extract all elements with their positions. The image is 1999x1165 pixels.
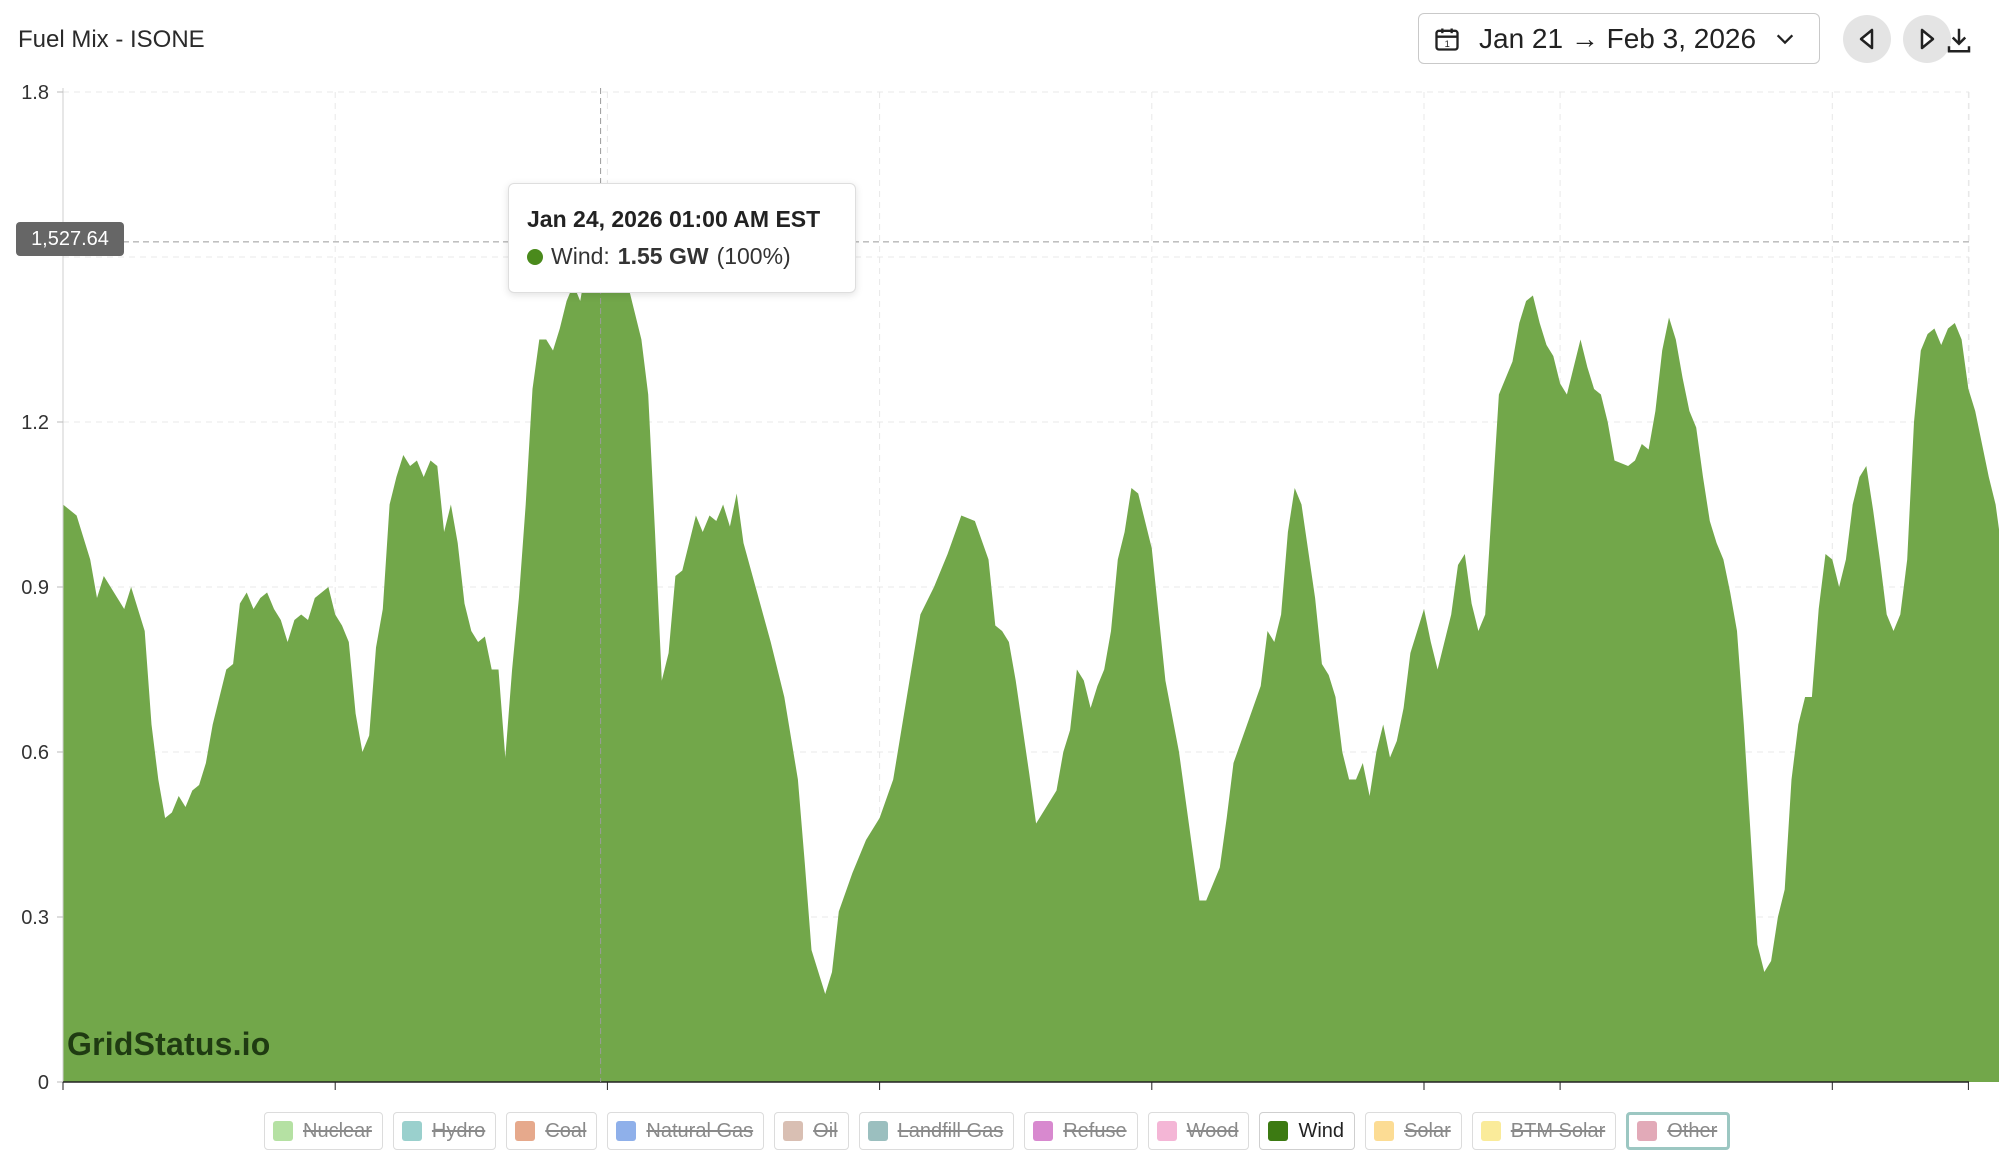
legend-swatch <box>401 1121 422 1141</box>
legend-swatch <box>1637 1121 1658 1141</box>
chart-tooltip: Jan 24, 2026 01:00 AM EST Wind: 1.55 GW … <box>508 183 856 293</box>
x-tick-label: 1/21 <box>44 1098 83 1100</box>
legend-label: Other <box>1667 1119 1718 1142</box>
legend-swatch <box>1268 1121 1289 1141</box>
legend-swatch <box>783 1121 804 1141</box>
fuel-mix-chart: 0 0.3 0.6 0.9 1.2 1.8 1/21 1/23 1/25 1/27 1/29 1/31… <box>21 82 1999 1100</box>
legend-item-wood[interactable]: Wood <box>1147 1112 1250 1150</box>
legend: Nuclear Hydro Coal Natural Gas Oil Landfill G… <box>264 1112 1731 1152</box>
x-tick-label: 2/1 <box>1546 1098 1574 1100</box>
legend-item-wind[interactable]: Wind <box>1259 1112 1356 1150</box>
legend-item-natural-gas[interactable]: Natural Gas <box>607 1112 765 1150</box>
legend-item-landfill-gas[interactable]: Landfill Gas <box>858 1112 1015 1150</box>
date-range-picker[interactable]: 1 Jan 21 → Feb 3, 2026 <box>1418 13 1820 64</box>
legend-item-nuclear[interactable]: Nuclear <box>264 1112 383 1150</box>
legend-item-oil[interactable]: Oil <box>774 1112 849 1150</box>
legend-item-solar[interactable]: Solar <box>1365 1112 1462 1150</box>
tooltip-series: Wind: <box>551 243 610 269</box>
legend-swatch <box>515 1121 536 1141</box>
chevron-down-icon <box>1776 34 1794 45</box>
y-tick-label: 0.6 <box>21 742 49 764</box>
legend-item-other[interactable]: Other <box>1626 1112 1731 1150</box>
legend-item-btm-solar[interactable]: BTM Solar <box>1471 1112 1617 1150</box>
legend-label: Natural Gas <box>646 1119 754 1142</box>
wind-marker-icon <box>527 248 543 265</box>
legend-label: BTM Solar <box>1510 1119 1606 1142</box>
legend-swatch <box>1374 1121 1395 1141</box>
date-range-label: Jan 21 → Feb 3, 2026 <box>1479 22 1757 54</box>
tooltip-percent: (100%) <box>716 243 791 269</box>
legend-swatch <box>1480 1121 1501 1141</box>
y-tick-label: 0.3 <box>21 907 49 929</box>
legend-label: Solar <box>1404 1119 1451 1142</box>
legend-item-coal[interactable]: Coal <box>506 1112 598 1150</box>
x-tick-label: 1/27 <box>860 1098 899 1100</box>
legend-swatch <box>1033 1121 1054 1141</box>
previous-range-button[interactable] <box>1843 15 1891 63</box>
x-tick-label: 1/23 <box>316 1098 355 1100</box>
tooltip-title: Jan 24, 2026 01:00 AM EST <box>527 206 821 232</box>
x-tick-label: 1/25 <box>588 1098 627 1100</box>
x-tick-label: 1/31 <box>1405 1098 1444 1100</box>
x-tick-label: 1/29 <box>1132 1098 1171 1100</box>
legend-label: Wood <box>1186 1119 1239 1142</box>
triangle-right-icon <box>1920 28 1935 50</box>
legend-label: Hydro <box>431 1119 486 1142</box>
y-tick-label: 0.9 <box>21 577 49 599</box>
triangle-left-icon <box>1859 28 1874 50</box>
legend-label: Refuse <box>1063 1119 1127 1142</box>
legend-item-refuse[interactable]: Refuse <box>1024 1112 1138 1150</box>
legend-label: Wind <box>1298 1119 1345 1142</box>
tooltip-row: Wind: 1.55 GW (100%) <box>527 243 837 270</box>
y-tick-label: 1.8 <box>21 82 49 104</box>
x-tick-label: 11:59:59 <box>1892 1098 1968 1100</box>
legend-swatch <box>273 1121 293 1141</box>
calendar-icon: 1 <box>1435 28 1459 51</box>
legend-label: Coal <box>545 1119 587 1142</box>
legend-label: Oil <box>813 1119 838 1142</box>
svg-text:1: 1 <box>1445 39 1450 49</box>
legend-swatch <box>616 1121 637 1141</box>
next-range-button[interactable] <box>1903 15 1951 63</box>
legend-label: Nuclear <box>303 1119 372 1142</box>
download-icon[interactable] <box>1944 25 1974 55</box>
legend-swatch <box>1156 1121 1177 1141</box>
y-tick-label: 1.2 <box>21 412 49 434</box>
tooltip-value: 1.55 GW <box>617 243 709 269</box>
y-tick-label: 0 <box>38 1072 49 1094</box>
crosshair-y-label: 1,527.64 <box>16 222 124 256</box>
legend-swatch <box>867 1121 888 1141</box>
wind-area <box>63 229 1999 1082</box>
x-tick-label: 2/3 <box>1818 1098 1846 1100</box>
page-title: Fuel Mix - ISONE <box>18 26 205 53</box>
gridstatus-watermark: GridStatus.io <box>67 1026 271 1062</box>
legend-item-hydro[interactable]: Hydro <box>392 1112 497 1150</box>
legend-label: Landfill Gas <box>897 1119 1004 1142</box>
